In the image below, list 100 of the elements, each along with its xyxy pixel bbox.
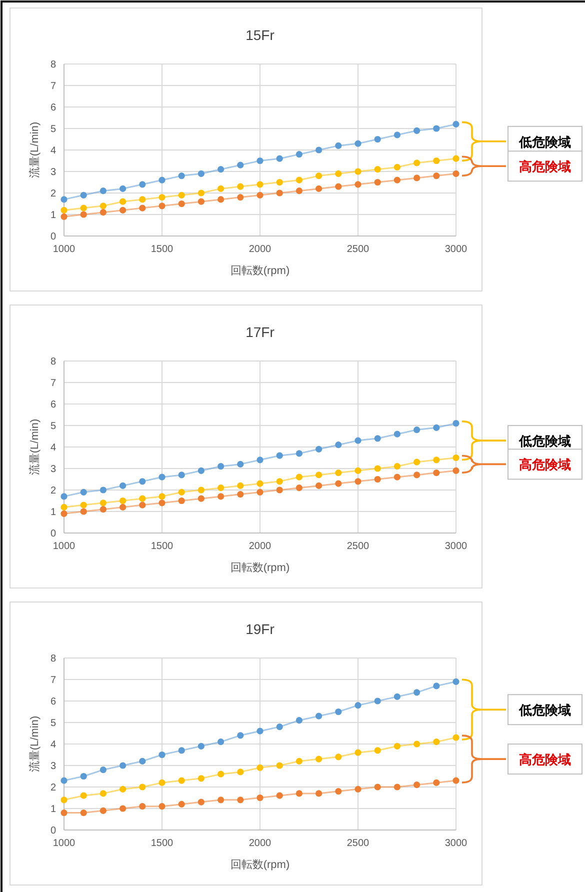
point	[296, 717, 302, 724]
point	[335, 708, 342, 716]
point	[178, 777, 185, 784]
point	[316, 482, 322, 489]
y-axis-title: 流量(L/min)	[28, 418, 41, 476]
point	[120, 185, 126, 192]
point	[60, 810, 68, 816]
point	[237, 183, 244, 190]
y-tick-label: 0	[50, 232, 56, 242]
point	[335, 480, 342, 487]
point	[276, 190, 283, 196]
point	[100, 766, 106, 774]
point	[256, 456, 264, 464]
point	[158, 500, 166, 506]
text: 高危険域	[519, 752, 571, 768]
text: 低危険域	[518, 702, 571, 718]
point	[256, 480, 264, 487]
point	[120, 786, 126, 792]
y-tick-label: 0	[50, 826, 56, 836]
x-tick-label: 1000	[52, 838, 76, 849]
point	[198, 170, 204, 177]
text: 高危険域	[519, 159, 571, 174]
point	[374, 178, 381, 186]
point	[433, 779, 440, 786]
point	[218, 463, 224, 470]
point	[433, 157, 440, 164]
point	[100, 202, 106, 210]
point	[276, 486, 283, 494]
point	[276, 762, 283, 769]
point	[198, 467, 204, 474]
text: 高危険域	[519, 457, 571, 472]
point	[374, 435, 381, 442]
point	[256, 192, 264, 198]
x-tick-label: 2500	[346, 244, 370, 255]
y-tick-label: 5	[50, 421, 56, 432]
point	[100, 506, 106, 513]
point	[452, 467, 460, 474]
point	[316, 185, 322, 192]
point	[178, 488, 185, 496]
point	[374, 747, 381, 754]
point	[374, 698, 381, 704]
point	[276, 155, 283, 162]
x-tick-label: 2000	[248, 541, 272, 552]
point	[139, 803, 146, 810]
point	[120, 497, 126, 504]
point	[139, 784, 146, 790]
point	[139, 478, 146, 485]
point	[100, 188, 106, 194]
x-tick-label: 3000	[444, 838, 468, 849]
text: 低危険域	[518, 134, 571, 150]
point	[316, 146, 322, 154]
point	[433, 470, 440, 476]
point	[433, 424, 440, 431]
chart-title: 15Fr	[246, 27, 275, 43]
point	[237, 768, 244, 776]
point	[60, 504, 68, 510]
point	[120, 805, 126, 812]
x-tick-label: 1000	[52, 244, 76, 255]
point	[452, 678, 460, 685]
point	[158, 779, 166, 786]
y-tick-label: 5	[50, 718, 56, 729]
point	[158, 493, 166, 500]
point	[218, 770, 224, 778]
point	[139, 502, 146, 508]
point	[296, 474, 302, 480]
y-tick-label: 3	[50, 167, 56, 178]
point	[394, 164, 400, 170]
point	[256, 157, 264, 164]
chart-title: 17Fr	[246, 324, 275, 340]
point	[276, 452, 283, 459]
point	[276, 792, 283, 799]
point	[276, 178, 283, 186]
point	[354, 437, 362, 444]
point	[354, 749, 362, 756]
y-tick-label: 3	[50, 761, 56, 772]
point	[414, 782, 420, 788]
point	[218, 493, 224, 500]
point	[218, 166, 224, 173]
point	[296, 151, 302, 158]
point	[178, 747, 185, 754]
point	[100, 486, 106, 494]
point	[354, 702, 362, 709]
point	[394, 474, 400, 480]
point	[198, 198, 204, 205]
point	[139, 495, 146, 502]
x-axis-title: 回転数(rpm)	[230, 562, 290, 574]
point	[198, 495, 204, 502]
y-tick-label: 2	[50, 782, 56, 794]
x-tick-label: 2500	[346, 541, 370, 552]
point	[100, 790, 106, 797]
point	[414, 426, 420, 434]
y-tick-label: 6	[50, 400, 56, 410]
point	[120, 762, 126, 769]
point	[178, 200, 185, 208]
y-tick-label: 6	[50, 102, 56, 114]
point	[452, 155, 460, 162]
point	[218, 484, 224, 492]
point	[394, 430, 400, 438]
point	[198, 798, 204, 806]
y-tick-label: 6	[50, 696, 56, 708]
